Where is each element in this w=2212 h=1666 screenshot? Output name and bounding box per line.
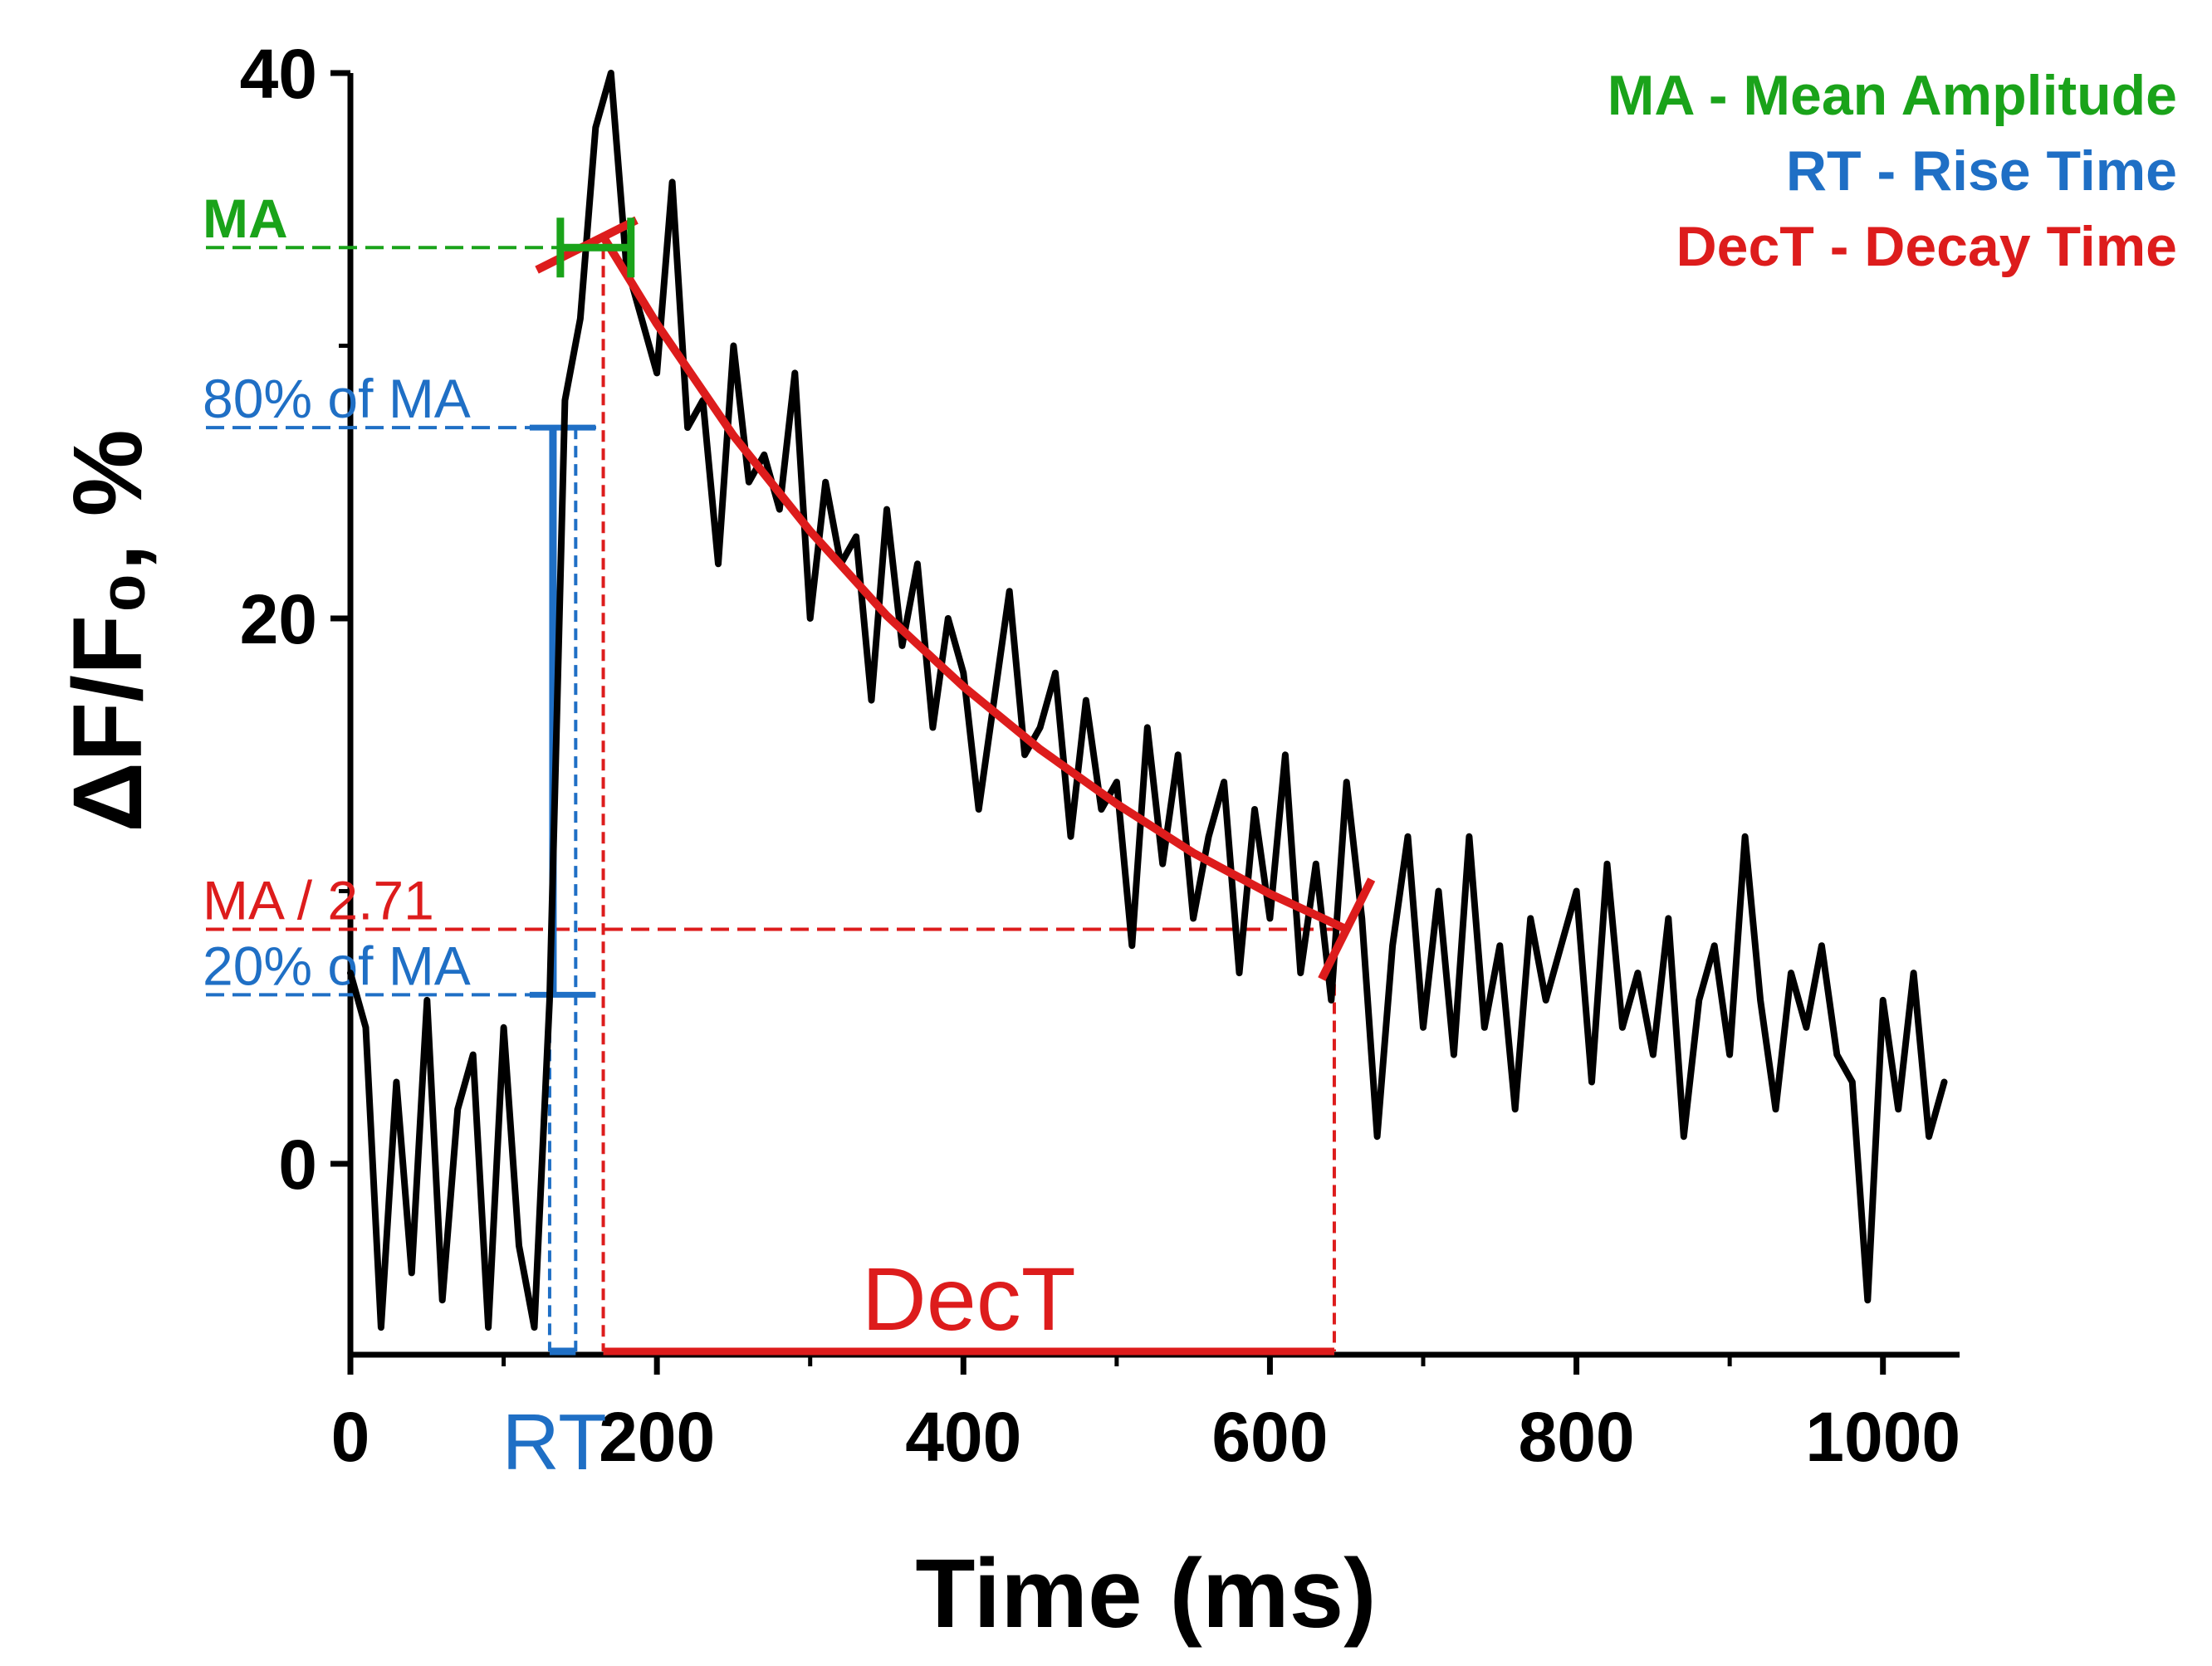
x-tick-label: 200: [599, 1398, 715, 1476]
interval-label: RT: [502, 1398, 607, 1487]
x-tick-label: 400: [905, 1398, 1021, 1476]
x-tick-label: 1000: [1805, 1398, 1960, 1476]
y-axis-title: ΔF/F₀, %: [53, 429, 163, 832]
x-tick-label: 800: [1518, 1398, 1634, 1476]
legend-entry: DecT - Decay Time: [1676, 215, 2177, 278]
x-tick-label: 0: [331, 1398, 370, 1476]
y-tick-label: 0: [278, 1126, 317, 1204]
level-label: 80% of MA: [203, 368, 471, 429]
fit-line: [599, 232, 1351, 934]
fit-end-marker: [1318, 877, 1376, 981]
y-tick-label: 20: [240, 580, 317, 658]
x-tick-label: 600: [1211, 1398, 1328, 1476]
x-axis-title: Time (ms): [915, 1539, 1376, 1649]
level-label: MA / 2.71: [203, 870, 434, 931]
level-label: 20% of MA: [203, 935, 471, 996]
signal-line: [347, 70, 1948, 1331]
level-label: MA: [203, 188, 288, 249]
y-tick-label: 40: [240, 35, 317, 113]
legend-entry: RT - Rise Time: [1786, 139, 2177, 203]
legend-entry: MA - Mean Amplitude: [1608, 64, 2177, 127]
interval-label: DecT: [862, 1248, 1076, 1349]
